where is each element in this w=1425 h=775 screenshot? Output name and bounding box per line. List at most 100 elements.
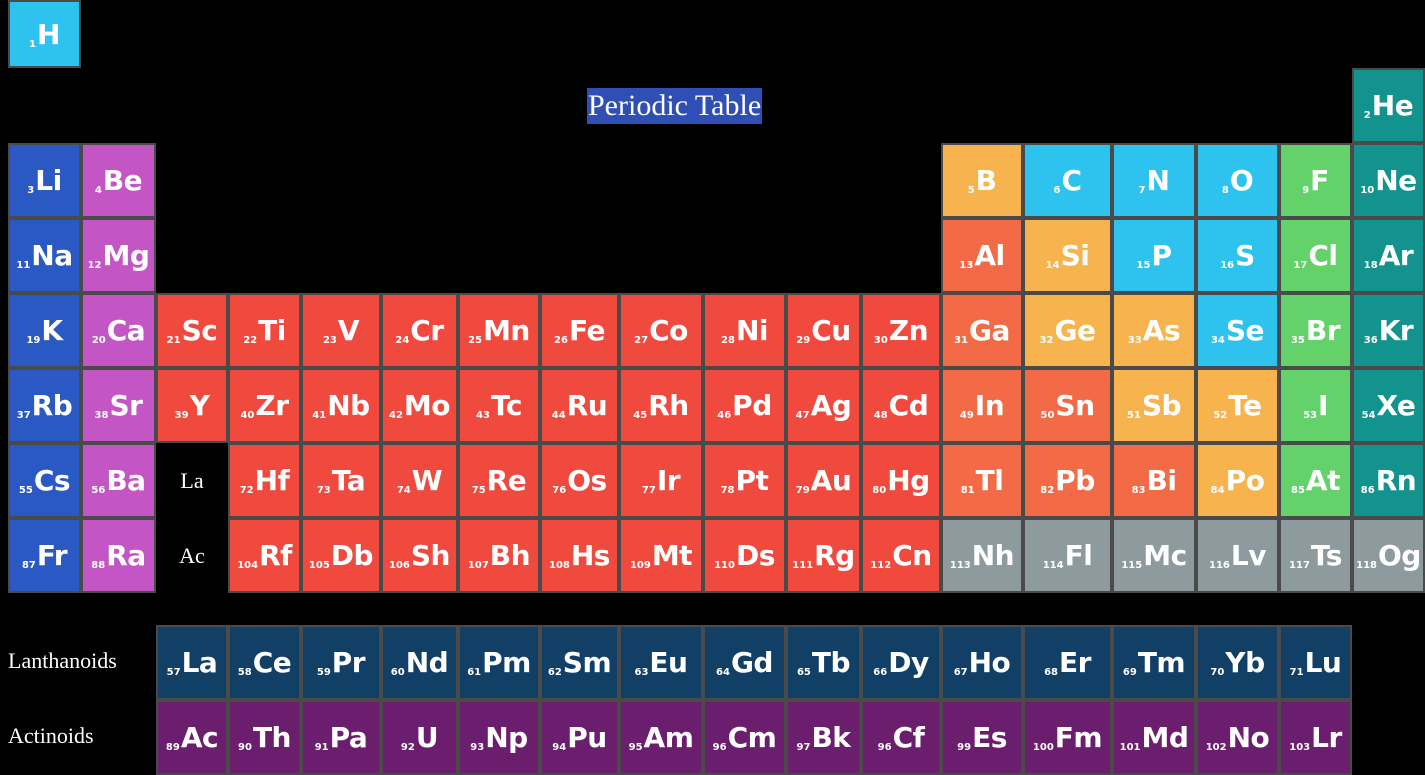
element-ru[interactable]: 44 Ru <box>540 368 619 443</box>
element-kr[interactable]: 36 Kr <box>1352 293 1425 368</box>
element-si[interactable]: 14 Si <box>1023 218 1112 293</box>
element-sh[interactable]: 106 Sh <box>381 518 458 593</box>
element-u[interactable]: 92 U <box>381 700 458 775</box>
element-la[interactable]: 57 La <box>156 625 228 700</box>
element-cs[interactable]: 55 Cs <box>8 443 81 518</box>
element-os[interactable]: 76 Os <box>540 443 619 518</box>
element-mt[interactable]: 109 Mt <box>619 518 703 593</box>
element-lv[interactable]: 116 Lv <box>1196 518 1279 593</box>
element-ir[interactable]: 77 Ir <box>619 443 703 518</box>
element-db[interactable]: 105 Db <box>301 518 381 593</box>
element-pa[interactable]: 91 Pa <box>301 700 381 775</box>
element-bh[interactable]: 107 Bh <box>458 518 540 593</box>
element-he[interactable]: 2 He <box>1352 68 1425 143</box>
element-cn[interactable]: 112 Cn <box>861 518 941 593</box>
element-rf[interactable]: 104 Rf <box>228 518 301 593</box>
element-mn[interactable]: 25 Mn <box>458 293 540 368</box>
element-ta[interactable]: 73 Ta <box>301 443 381 518</box>
element-na[interactable]: 11 Na <box>8 218 81 293</box>
element-bi[interactable]: 83 Bi <box>1112 443 1196 518</box>
element-lr[interactable]: 103 Lr <box>1279 700 1352 775</box>
element-as[interactable]: 33 As <box>1112 293 1196 368</box>
element-fr[interactable]: 87 Fr <box>8 518 81 593</box>
element-at[interactable]: 85 At <box>1279 443 1352 518</box>
element-zr[interactable]: 40 Zr <box>228 368 301 443</box>
element-fm[interactable]: 100 Fm <box>1023 700 1112 775</box>
element-ra[interactable]: 88 Ra <box>81 518 156 593</box>
element-mc[interactable]: 115 Mc <box>1112 518 1196 593</box>
element-md[interactable]: 101 Md <box>1112 700 1196 775</box>
element-ba[interactable]: 56 Ba <box>81 443 156 518</box>
element-pb[interactable]: 82 Pb <box>1023 443 1112 518</box>
element-cl[interactable]: 17 Cl <box>1279 218 1352 293</box>
element-ce[interactable]: 58 Ce <box>228 625 301 700</box>
element-rb[interactable]: 37 Rb <box>8 368 81 443</box>
element-cm[interactable]: 96 Cm <box>703 700 786 775</box>
element-ge[interactable]: 32 Ge <box>1023 293 1112 368</box>
element-cf[interactable]: 96 Cf <box>861 700 941 775</box>
element-ar[interactable]: 18 Ar <box>1352 218 1425 293</box>
element-es[interactable]: 99 Es <box>941 700 1023 775</box>
element-ag[interactable]: 47 Ag <box>786 368 861 443</box>
element-xe[interactable]: 54 Xe <box>1352 368 1425 443</box>
element-hs[interactable]: 108 Hs <box>540 518 619 593</box>
element-ds[interactable]: 110 Ds <box>703 518 786 593</box>
element-w[interactable]: 74 W <box>381 443 458 518</box>
element-p[interactable]: 15 P <box>1112 218 1196 293</box>
element-al[interactable]: 13 Al <box>941 218 1023 293</box>
element-og[interactable]: 118 Og <box>1352 518 1425 593</box>
element-nh[interactable]: 113 Nh <box>941 518 1023 593</box>
element-pd[interactable]: 46 Pd <box>703 368 786 443</box>
element-nd[interactable]: 60 Nd <box>381 625 458 700</box>
element-np[interactable]: 93 Np <box>458 700 540 775</box>
element-cr[interactable]: 24 Cr <box>381 293 458 368</box>
element-li[interactable]: 3 Li <box>8 143 81 218</box>
element-sn[interactable]: 50 Sn <box>1023 368 1112 443</box>
element-te[interactable]: 52 Te <box>1196 368 1279 443</box>
element-re[interactable]: 75 Re <box>458 443 540 518</box>
element-s[interactable]: 16 S <box>1196 218 1279 293</box>
element-sb[interactable]: 51 Sb <box>1112 368 1196 443</box>
element-ca[interactable]: 20 Ca <box>81 293 156 368</box>
element-tm[interactable]: 69 Tm <box>1112 625 1196 700</box>
element-mo[interactable]: 42 Mo <box>381 368 458 443</box>
element-bk[interactable]: 97 Bk <box>786 700 861 775</box>
element-sc[interactable]: 21 Sc <box>156 293 228 368</box>
element-se[interactable]: 34 Se <box>1196 293 1279 368</box>
element-br[interactable]: 35 Br <box>1279 293 1352 368</box>
element-i[interactable]: 53 I <box>1279 368 1352 443</box>
element-no[interactable]: 102 No <box>1196 700 1279 775</box>
element-v[interactable]: 23 V <box>301 293 381 368</box>
element-lu[interactable]: 71 Lu <box>1279 625 1352 700</box>
element-ts[interactable]: 117 Ts <box>1279 518 1352 593</box>
element-rn[interactable]: 86 Rn <box>1352 443 1425 518</box>
element-ac[interactable]: 89 Ac <box>156 700 228 775</box>
element-in[interactable]: 49 In <box>941 368 1023 443</box>
element-au[interactable]: 79 Au <box>786 443 861 518</box>
element-sm[interactable]: 62 Sm <box>540 625 619 700</box>
element-y[interactable]: 39 Y <box>156 368 228 443</box>
element-co[interactable]: 27 Co <box>619 293 703 368</box>
element-pm[interactable]: 61 Pm <box>458 625 540 700</box>
element-ni[interactable]: 28 Ni <box>703 293 786 368</box>
element-po[interactable]: 84 Po <box>1196 443 1279 518</box>
element-pu[interactable]: 94 Pu <box>540 700 619 775</box>
element-sr[interactable]: 38 Sr <box>81 368 156 443</box>
element-rh[interactable]: 45 Rh <box>619 368 703 443</box>
element-eu[interactable]: 63 Eu <box>619 625 703 700</box>
element-tb[interactable]: 65 Tb <box>786 625 861 700</box>
element-hg[interactable]: 80 Hg <box>861 443 941 518</box>
element-nb[interactable]: 41 Nb <box>301 368 381 443</box>
element-mg[interactable]: 12 Mg <box>81 218 156 293</box>
element-rg[interactable]: 111 Rg <box>786 518 861 593</box>
element-cd[interactable]: 48 Cd <box>861 368 941 443</box>
element-fl[interactable]: 114 Fl <box>1023 518 1112 593</box>
element-th[interactable]: 90 Th <box>228 700 301 775</box>
element-be[interactable]: 4 Be <box>81 143 156 218</box>
